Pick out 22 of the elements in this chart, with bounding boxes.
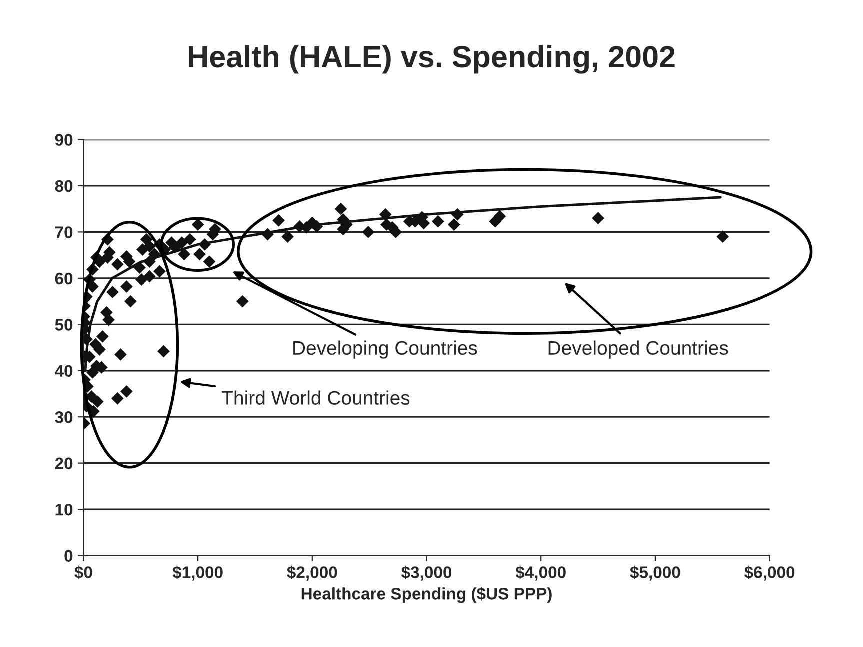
x-tick-label: $0 [74,566,92,580]
x-tick-label: $3,000 [401,566,452,581]
x-tick-label: $5,000 [630,566,680,581]
y-tick-label: 30 [55,412,73,424]
y-tick-label: 40 [55,365,73,378]
y-tick-label: 10 [56,504,73,516]
annotation: Third World Countries [222,390,410,405]
y-tick-label: 90 [55,134,73,146]
y-tick-label: 20 [55,458,73,470]
x-tick-label: $4,000 [516,566,566,581]
x-axis-title: Healthcare Spending ($US PPP) [302,587,552,604]
y-tick-label: 0 [64,550,73,562]
annotation: Developed Countries [548,340,728,359]
x-tick-label: $6,000 [744,566,795,581]
x-tick-label: $2,000 [287,566,338,581]
chart-title: Health (HALE) vs. Spending, 2002 [189,45,675,74]
x-tick-label: $1,000 [172,566,223,581]
annotation: Developing Countries [294,340,478,359]
y-tick-label: 50 [55,319,73,331]
y-tick-label: 80 [55,180,73,192]
y-tick-label: 70 [55,226,73,238]
y-tick-label: 60 [55,272,73,285]
